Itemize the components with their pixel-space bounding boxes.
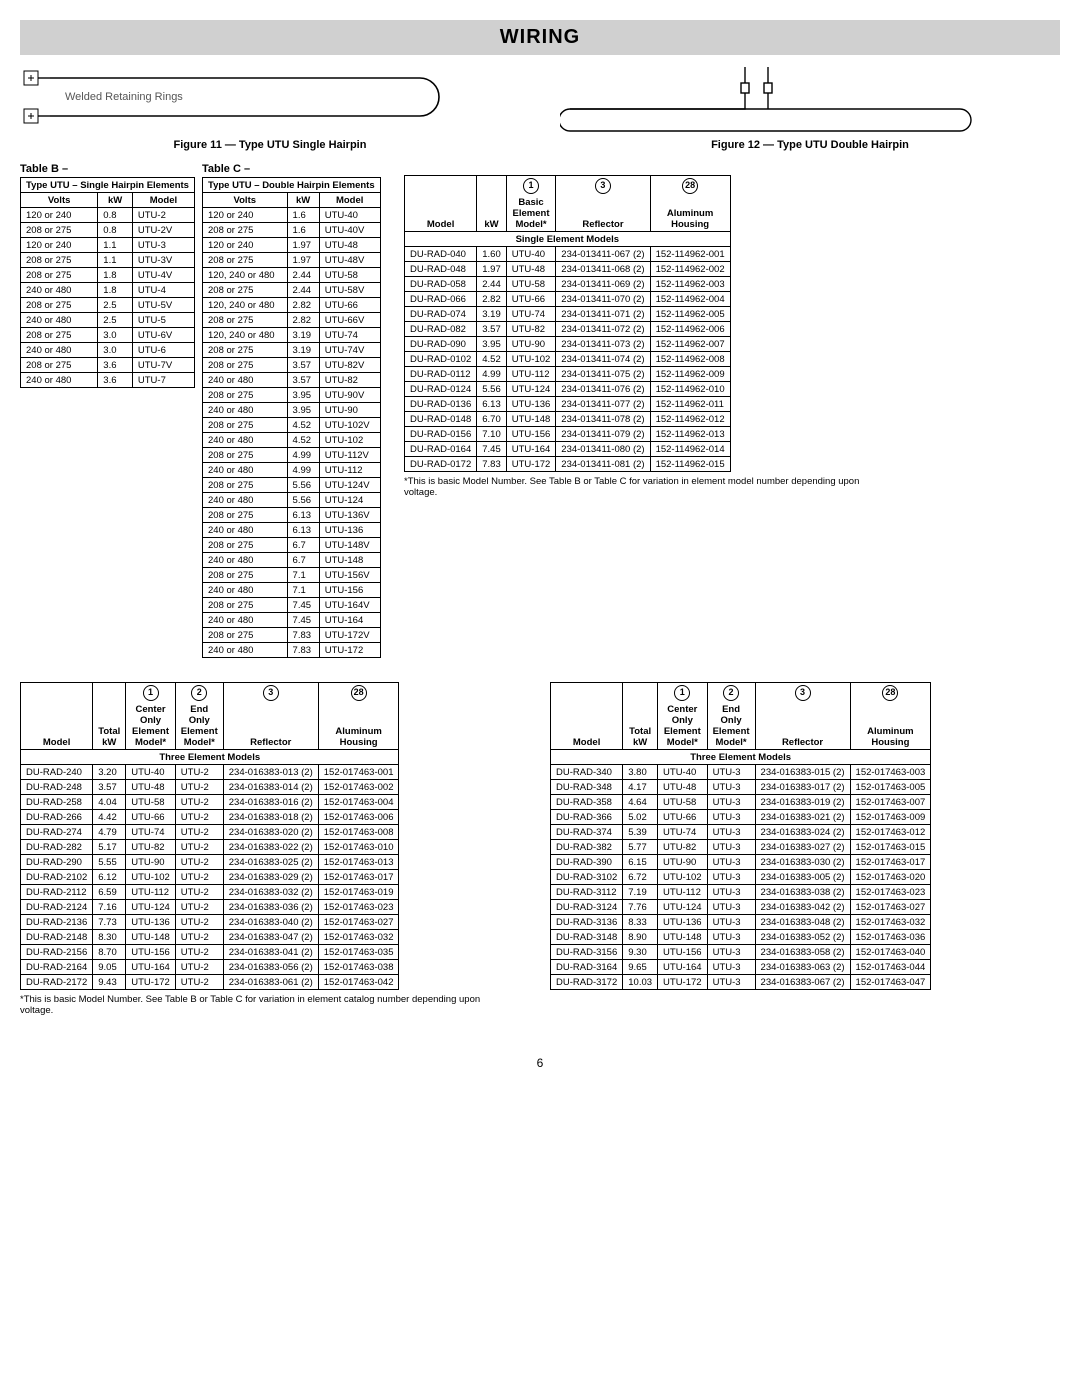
three-element-2-col: 12328ModelTotalkWCenterOnlyElementModel*… [20,682,530,1016]
double-hairpin-icon [560,65,980,135]
table-b: Type UTU – Single Hairpin ElementsVoltsk… [20,177,195,388]
figure-12: Figure 12 — Type UTU Double Hairpin [560,65,1060,151]
table-c-label: Table C – [202,163,392,175]
single-element-table: 1328ModelkWBasicElementModel*ReflectorAl… [404,175,731,472]
figure-11: Welded Retaining Rings Figure 11 — Type … [20,65,520,151]
retaining-rings-label: Welded Retaining Rings [65,91,183,103]
single-element-footnote: *This is basic Model Number. See Table B… [404,476,884,498]
single-hairpin-icon: Welded Retaining Rings [20,65,440,135]
table-b-col: Table B – Type UTU – Single Hairpin Elem… [20,157,190,388]
table-c: Type UTU – Double Hairpin ElementsVoltsk… [202,177,381,658]
table-c-col: Table C – Type UTU – Double Hairpin Elem… [202,157,392,658]
three-element-footnote: *This is basic Model Number. See Table B… [20,994,500,1016]
figure-row: Welded Retaining Rings Figure 11 — Type … [20,65,1060,151]
three-element-3-col: 12328ModelTotalkWCenterOnlyElementModel*… [550,682,1060,1016]
page-banner: WIRING [20,20,1060,55]
three-element-2-table: 12328ModelTotalkWCenterOnlyElementModel*… [20,682,399,990]
single-element-col: 1328ModelkWBasicElementModel*ReflectorAl… [404,157,1060,498]
table-b-label: Table B – [20,163,190,175]
figure-11-caption: Figure 11 — Type UTU Single Hairpin [20,139,520,151]
three-element-3-table: 12328ModelTotalkWCenterOnlyElementModel*… [550,682,931,990]
page-number: 6 [20,1056,1060,1070]
figure-12-caption: Figure 12 — Type UTU Double Hairpin [560,139,1060,151]
